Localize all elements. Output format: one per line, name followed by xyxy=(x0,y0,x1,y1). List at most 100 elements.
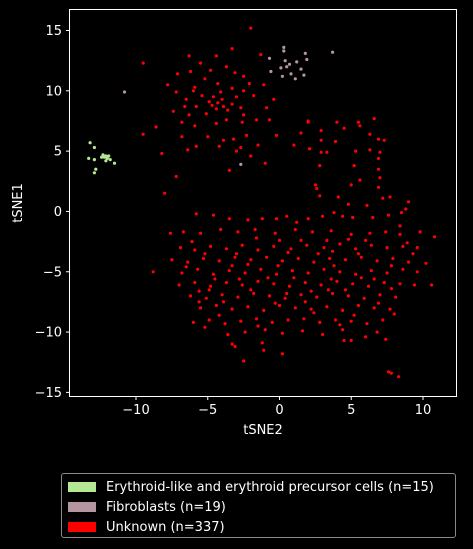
legend-label-unknown: Unknown (n=337) xyxy=(106,519,225,535)
data-point xyxy=(184,97,188,101)
data-point xyxy=(322,246,326,250)
y-tick-label: 0 xyxy=(54,205,62,220)
data-point xyxy=(174,174,178,179)
data-point xyxy=(174,90,178,94)
data-point xyxy=(163,191,167,195)
data-point xyxy=(276,264,280,268)
data-point xyxy=(249,154,253,158)
data-point xyxy=(369,243,373,247)
data-point xyxy=(232,137,236,141)
data-point xyxy=(204,112,208,116)
data-point xyxy=(254,317,259,321)
data-point xyxy=(407,260,411,264)
data-point xyxy=(256,143,260,147)
data-point xyxy=(313,183,317,187)
data-point xyxy=(384,337,388,341)
data-point xyxy=(234,149,239,153)
data-point xyxy=(233,71,237,75)
data-point xyxy=(385,271,389,275)
data-point xyxy=(335,279,339,283)
data-point xyxy=(306,217,310,221)
data-point xyxy=(283,296,287,300)
data-point xyxy=(332,211,336,215)
data-point xyxy=(368,231,372,235)
data-point xyxy=(256,279,260,283)
data-point xyxy=(270,320,274,324)
data-point xyxy=(398,232,402,236)
data-point xyxy=(372,277,376,281)
data-point xyxy=(299,238,303,242)
data-point xyxy=(325,305,329,309)
data-point xyxy=(342,338,346,343)
data-point xyxy=(356,303,360,308)
data-point xyxy=(303,300,307,304)
data-point xyxy=(230,342,234,346)
data-point xyxy=(246,262,250,267)
data-point xyxy=(389,264,393,268)
data-point xyxy=(280,352,284,356)
y-tick-label: 15 xyxy=(45,24,62,39)
data-point xyxy=(221,300,226,304)
data-point xyxy=(236,230,240,234)
data-point xyxy=(188,294,193,298)
data-point xyxy=(306,271,310,275)
data-point xyxy=(246,218,250,222)
data-point xyxy=(351,282,355,286)
legend-item-erythroid: Erythroid-like and erythroid precursor c… xyxy=(68,477,455,497)
data-point xyxy=(305,57,309,62)
data-point xyxy=(230,47,234,51)
data-point xyxy=(240,283,244,287)
data-point xyxy=(358,124,362,128)
data-point xyxy=(398,224,402,228)
data-point xyxy=(319,138,323,142)
data-point xyxy=(224,118,228,122)
data-point xyxy=(252,291,256,296)
data-point xyxy=(226,332,230,337)
data-point xyxy=(384,230,388,234)
data-point xyxy=(290,269,294,273)
data-point xyxy=(262,308,266,312)
data-point xyxy=(209,244,213,248)
data-point xyxy=(371,215,375,220)
data-point xyxy=(87,156,91,160)
data-point xyxy=(214,303,218,308)
data-point xyxy=(277,238,282,242)
data-point xyxy=(289,72,293,76)
data-point xyxy=(299,293,303,297)
data-point xyxy=(263,161,267,165)
data-point xyxy=(207,100,211,104)
data-point xyxy=(151,270,155,274)
data-point xyxy=(392,312,396,316)
data-point xyxy=(295,220,299,224)
data-point xyxy=(234,95,239,99)
data-point xyxy=(183,104,187,109)
data-point xyxy=(224,281,228,285)
data-point xyxy=(267,294,272,298)
data-point xyxy=(378,176,382,180)
data-point xyxy=(349,232,353,236)
data-point xyxy=(265,255,269,259)
data-point xyxy=(331,291,335,296)
data-point xyxy=(187,54,191,58)
data-point xyxy=(335,120,339,124)
data-point xyxy=(176,72,180,76)
data-point xyxy=(356,252,360,256)
data-point xyxy=(354,149,358,153)
data-point xyxy=(351,215,355,220)
data-point xyxy=(376,301,381,305)
data-point xyxy=(272,282,276,286)
data-point xyxy=(269,69,273,74)
data-point xyxy=(346,237,350,241)
data-point xyxy=(227,168,231,172)
data-point xyxy=(401,244,405,248)
data-point xyxy=(343,288,348,292)
y-tick-label: 5 xyxy=(54,145,62,160)
data-point xyxy=(230,102,234,106)
data-point xyxy=(227,269,231,273)
legend-label-erythroid: Erythroid-like and erythroid precursor c… xyxy=(106,479,434,495)
data-point xyxy=(219,90,223,94)
data-point xyxy=(321,214,325,218)
data-point xyxy=(397,375,401,379)
data-point xyxy=(331,249,335,253)
